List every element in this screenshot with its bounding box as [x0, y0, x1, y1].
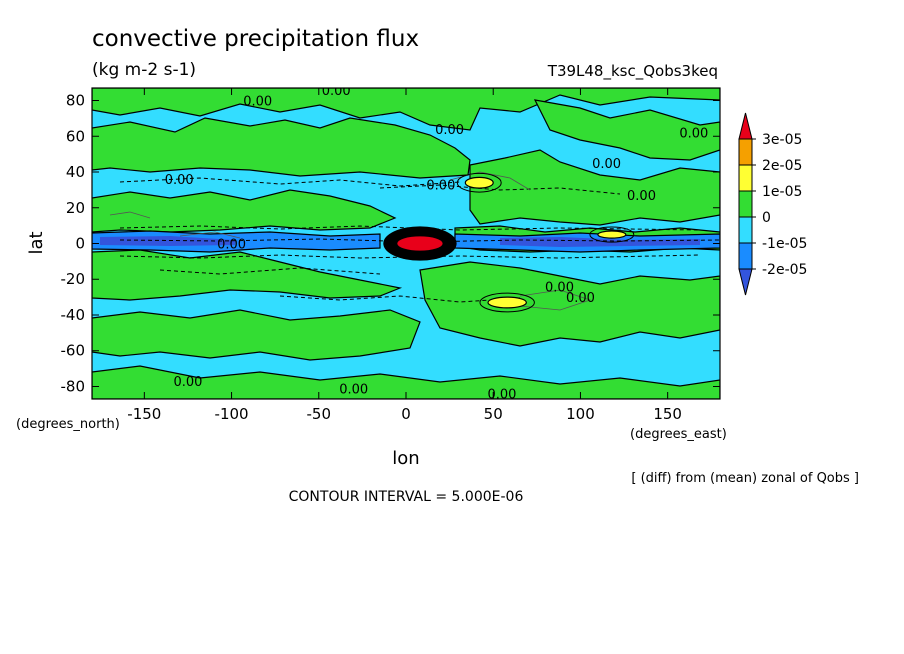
contour-map: 0.000.000.00 0.000.000.00 0.000.000.000.00… [92, 84, 720, 403]
contour-label: 0.00 [426, 179, 455, 194]
contour-label: 0.00 [487, 388, 516, 403]
negative-core-west [100, 236, 235, 246]
positive-region-south-west [92, 309, 421, 361]
contour-label: 0.00 [545, 280, 574, 295]
y-tick-label: -40 [61, 306, 86, 324]
contour-features [383, 172, 635, 313]
contour-label: 0.00 [165, 173, 194, 188]
contour-line-negative [159, 267, 381, 275]
y-axis-label: lat [26, 231, 47, 254]
contour-label: 0.00 [627, 189, 656, 204]
y-tick-label: -80 [61, 377, 86, 395]
feature-outline [456, 172, 502, 193]
contour-interval-note: CONTOUR INTERVAL = 5.000E-06 [289, 489, 524, 505]
y-tick-label: -20 [61, 270, 86, 288]
positive-region-south-subtropics [92, 249, 403, 301]
contour-label: 0.00 [243, 95, 272, 110]
contour-label: 0.00 [435, 123, 464, 138]
contour-label: 0.00 [566, 291, 595, 306]
y-tick-label: 20 [66, 199, 85, 217]
y-tick-label: 80 [66, 92, 85, 110]
positive-region-north-east [469, 149, 720, 226]
y-tick-label: 60 [66, 127, 85, 145]
contour-label: 0.00 [217, 238, 246, 253]
colorbar-label: 0 [762, 210, 771, 226]
x-unit-label: (degrees_east) [630, 427, 727, 442]
contour-lines [109, 171, 720, 311]
colorbar: 3e-05 2e-05 1e-05 0 -1e-05 -2e-05 [738, 112, 807, 296]
feature-outline [589, 226, 635, 243]
x-tick-label: -50 [307, 405, 332, 423]
y-axis: 80 60 40 20 0 -20 -40 -60 -80 [61, 92, 720, 395]
y-tick-label: 40 [66, 163, 85, 181]
contour-labels: 0.000.000.00 0.000.000.00 0.000.000.000.00… [165, 84, 709, 403]
contour-line-negative [279, 295, 521, 303]
contour-line-positive [519, 289, 592, 311]
feature-positive [487, 296, 527, 309]
positive-region-north-mid [92, 117, 471, 179]
colorbar-bottom-triangle [738, 268, 753, 296]
contour-label: 0.00 [339, 382, 368, 397]
colorbar-top-triangle [738, 112, 753, 140]
x-tick-label: 150 [653, 405, 682, 423]
x-tick-label: -150 [127, 405, 161, 423]
contour-line-negative [119, 254, 701, 259]
run-label: T39L48_ksc_Qobs3keq [547, 62, 718, 81]
positive-region-north-polar [92, 88, 720, 131]
colorbar-segment [738, 242, 753, 270]
y-tick-label: -60 [61, 342, 86, 360]
contour-line-positive [109, 211, 151, 219]
x-tick-label: 0 [401, 405, 411, 423]
x-tick-label: 50 [484, 405, 503, 423]
colorbar-segment [738, 138, 753, 166]
contour-line-positive [179, 231, 241, 239]
chart-title: convective precipitation flux [92, 26, 419, 52]
positive-region-north-east-high [533, 99, 720, 161]
x-tick-label: -100 [215, 405, 249, 423]
colorbar-label: -2e-05 [762, 262, 807, 278]
y-tick-label: 0 [75, 235, 85, 253]
positive-region-south-polar [92, 365, 720, 399]
feature-positive [597, 230, 627, 239]
contour-label: 0.00 [592, 157, 621, 172]
colorbar-segment [738, 164, 753, 192]
x-axis: -150 -100 -50 0 50 100 150 [127, 88, 682, 423]
contour-label: 0.00 [173, 375, 202, 390]
y-unit-label: (degrees_north) [16, 417, 120, 432]
contour-line-negative [119, 225, 701, 231]
feature-max [397, 236, 443, 251]
feature-positive [464, 176, 494, 189]
contour-label: 0.00 [679, 127, 708, 142]
contour-line-negative [119, 238, 720, 243]
contour-label: 0.00 [322, 84, 351, 99]
x-axis-label: lon [392, 448, 419, 469]
chart-units: (kg m-2 s-1) [92, 60, 196, 80]
colorbar-label: -1e-05 [762, 236, 807, 252]
diff-note: [ (diff) from (mean) zonal of Qobs ] [631, 471, 859, 486]
positive-region-south-east [419, 261, 720, 347]
colorbar-label: 3e-05 [762, 132, 802, 148]
colorbar-segment [738, 190, 753, 218]
colorbar-segment [738, 216, 753, 244]
contour-line-negative [119, 177, 461, 187]
x-tick-label: 100 [566, 405, 595, 423]
negative-core-east [500, 237, 700, 247]
colorbar-label: 2e-05 [762, 158, 802, 174]
feature-outline [479, 292, 535, 313]
colorbar-label: 1e-05 [762, 184, 802, 200]
contour-line-negative [379, 184, 621, 195]
